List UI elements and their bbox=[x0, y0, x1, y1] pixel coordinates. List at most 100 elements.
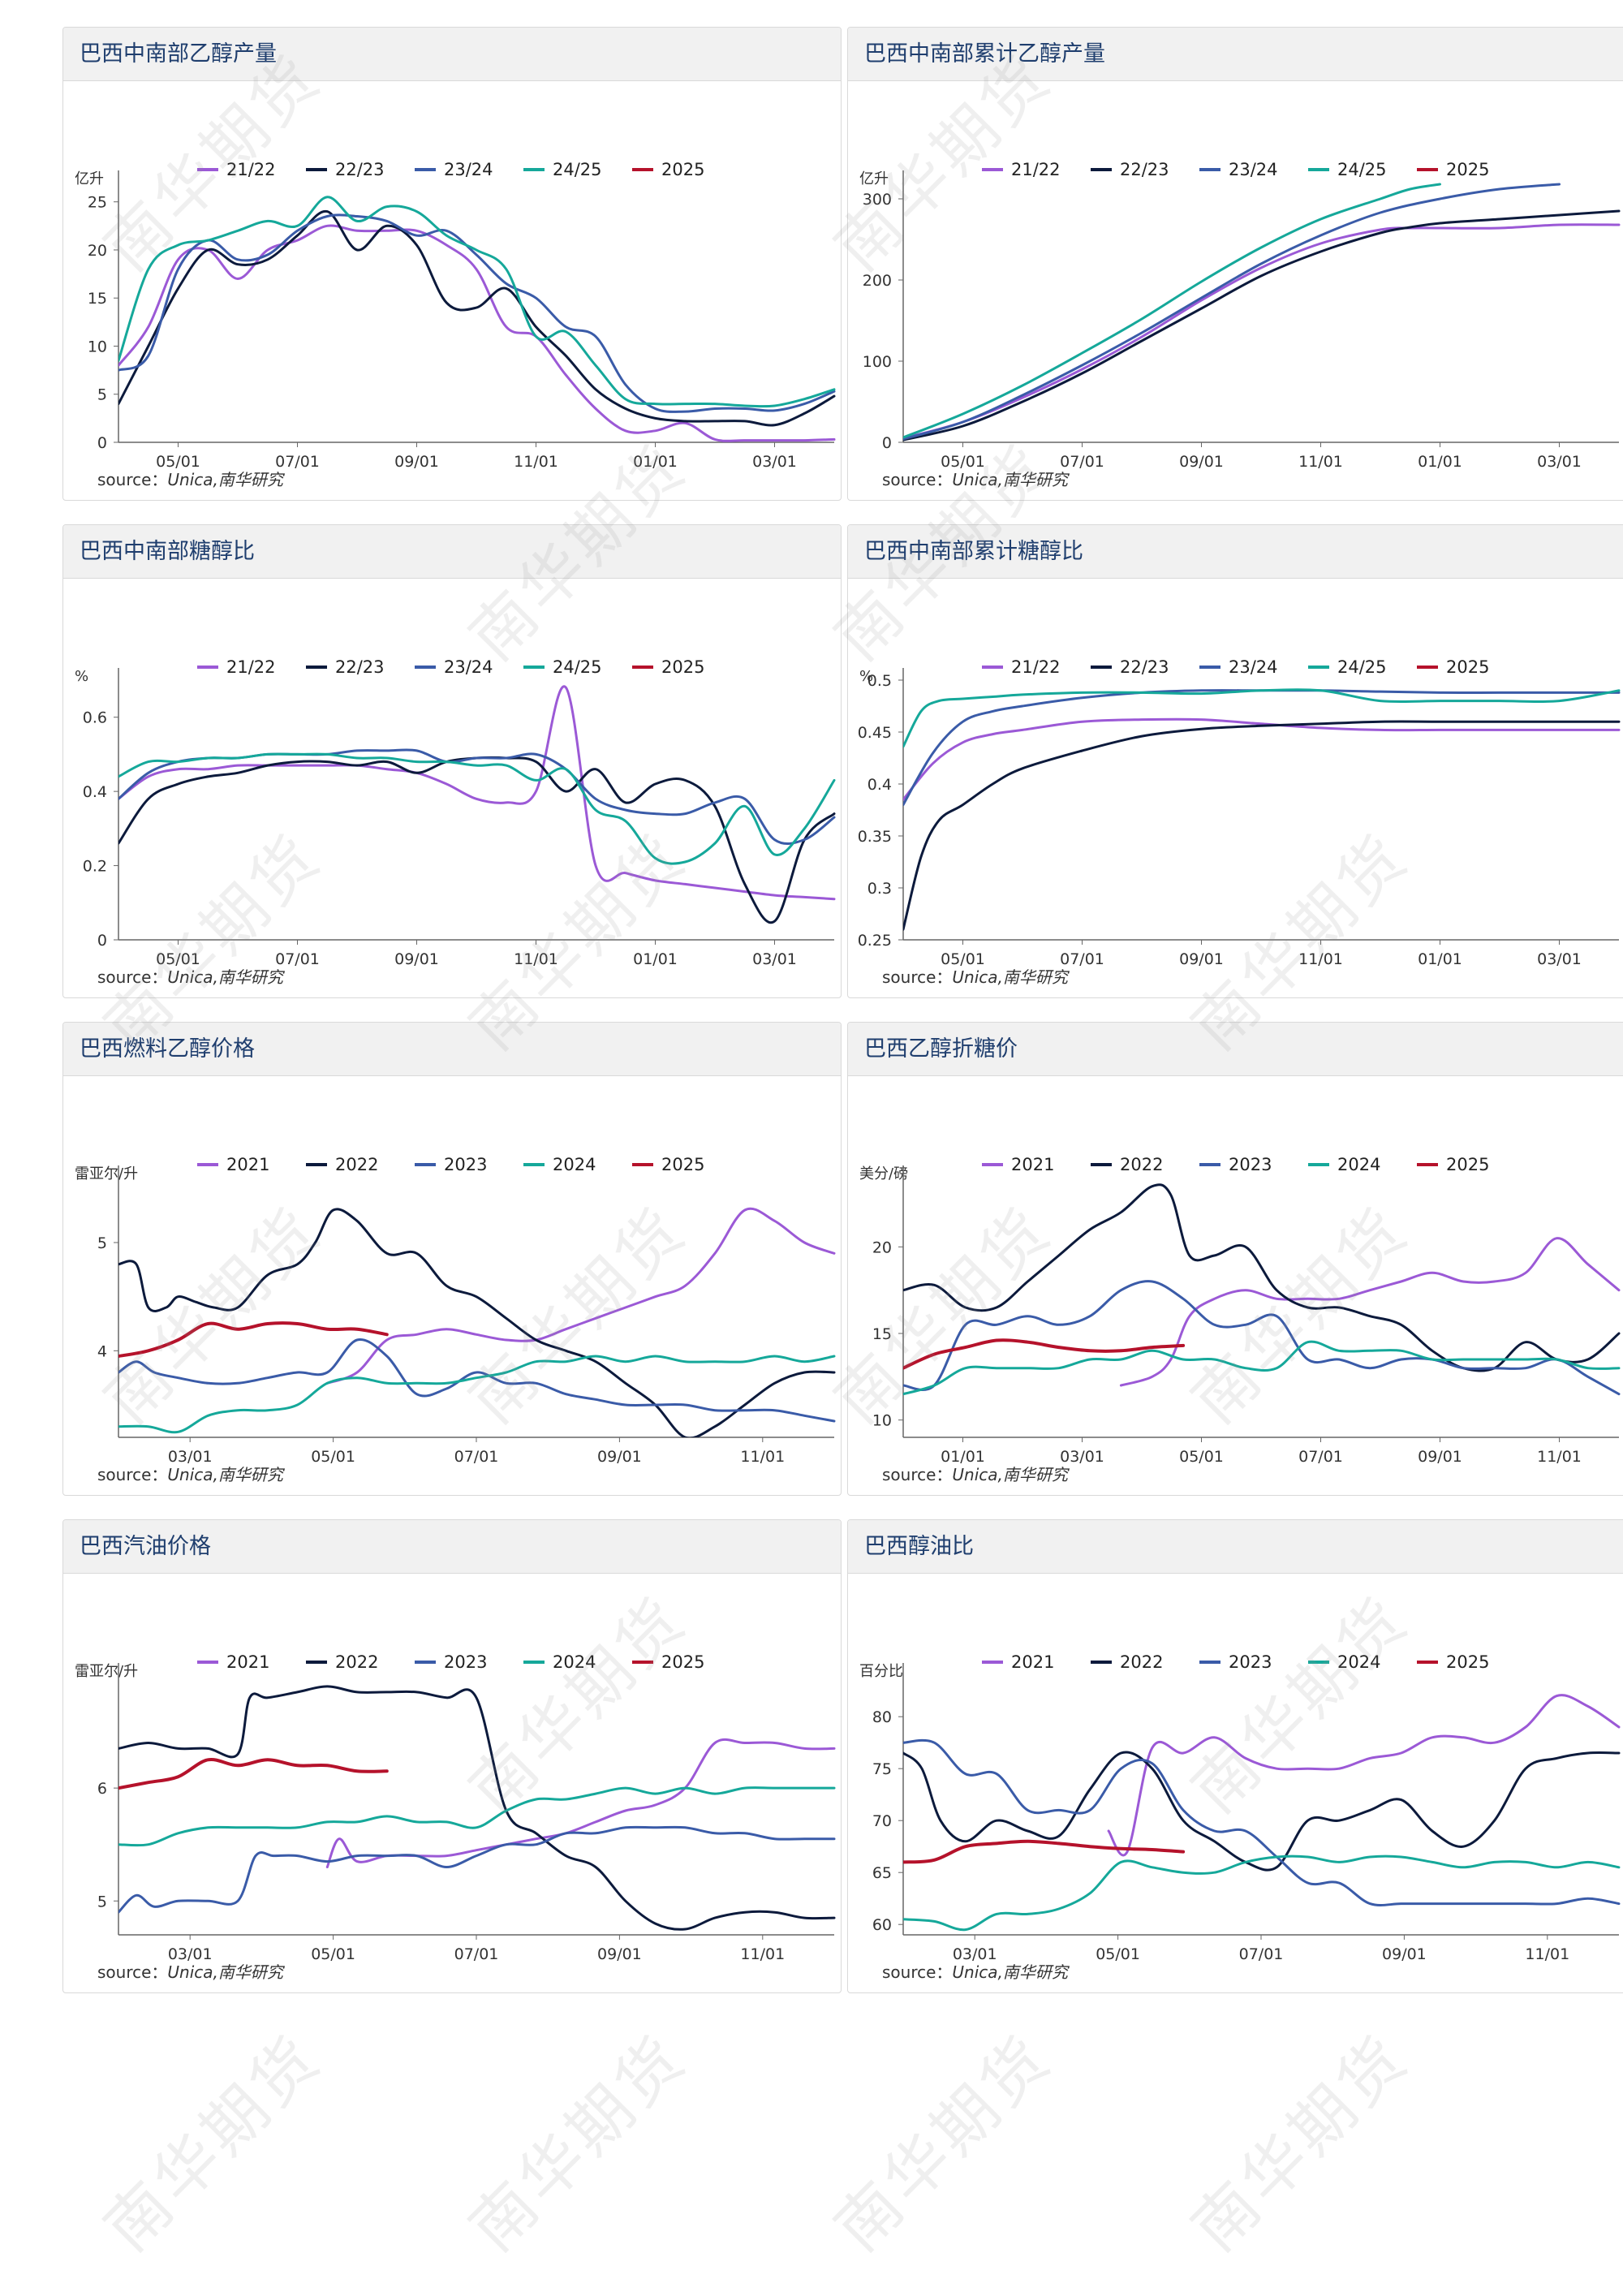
y-tick-label: 0.3 bbox=[867, 880, 892, 898]
x-tick-label: 11/01 bbox=[1298, 453, 1343, 471]
y-unit-label: 亿升 bbox=[75, 170, 104, 187]
y-tick-label: 20 bbox=[88, 242, 107, 260]
x-tick-label: 01/01 bbox=[941, 1448, 985, 1466]
x-tick-label: 11/01 bbox=[1537, 1448, 1582, 1466]
series-line-2023 bbox=[118, 1825, 836, 1914]
y-tick-label: 15 bbox=[88, 290, 107, 308]
y-tick-label: 0.2 bbox=[83, 858, 107, 876]
y-tick-label: 20 bbox=[872, 1238, 892, 1256]
chart-title: 巴西乙醇折糖价 bbox=[848, 1023, 1623, 1076]
y-tick-label: 70 bbox=[872, 1812, 892, 1830]
y-tick-label: 100 bbox=[863, 353, 892, 371]
x-tick-label: 09/01 bbox=[1179, 950, 1224, 968]
series-line-2022 bbox=[118, 1685, 836, 1931]
legend-label: 24/25 bbox=[553, 657, 602, 677]
series-line-2025 bbox=[118, 1757, 389, 1790]
series-line-2025 bbox=[903, 1338, 1186, 1370]
series-line-21-22 bbox=[903, 717, 1621, 801]
chart-svg: % 0.25 0.3 0.35 0.4 0.45 0.5 05/01 07/01 09/01 11/… bbox=[858, 657, 1621, 968]
legend-label: 2025 bbox=[661, 1155, 704, 1174]
y-tick-label: 80 bbox=[872, 1708, 892, 1726]
x-tick-label: 09/01 bbox=[597, 1945, 642, 1963]
chart-panel-cumulative-sugar-ratio: 巴西中南部累计糖醇比 % 0.25 0.3 0.35 0.4 0.45 0.5 05/01 07… bbox=[847, 524, 1623, 998]
x-tick-label: 11/01 bbox=[740, 1448, 785, 1466]
y-tick-label: 200 bbox=[863, 272, 892, 290]
legend-label: 2023 bbox=[444, 1652, 487, 1672]
chart-panel-gasoline-price: 巴西汽油价格 雷亚尔/升 5 6 03/01 05/01 07/01 09/01 11/01 2… bbox=[62, 1519, 842, 1993]
chart-title: 巴西汽油价格 bbox=[63, 1520, 841, 1574]
legend-label: 21/22 bbox=[226, 160, 276, 179]
chart-source: source：Unica,南华研究 bbox=[882, 967, 1068, 987]
y-tick-label: 5 bbox=[97, 1893, 107, 1910]
legend-label: 21/22 bbox=[226, 657, 276, 677]
y-tick-label: 60 bbox=[872, 1916, 892, 1934]
x-tick-label: 05/01 bbox=[1096, 1945, 1140, 1963]
x-tick-label: 09/01 bbox=[1382, 1945, 1427, 1963]
watermark: 南华期货 bbox=[456, 2021, 701, 2266]
y-tick-label: 0 bbox=[882, 434, 892, 452]
x-tick-label: 03/01 bbox=[752, 950, 797, 968]
x-tick-label: 11/01 bbox=[514, 453, 558, 471]
chart-title: 巴西中南部累计糖醇比 bbox=[848, 525, 1623, 579]
legend-label: 2025 bbox=[1446, 160, 1489, 179]
x-tick-label: 03/01 bbox=[1060, 1448, 1104, 1466]
x-tick-label: 03/01 bbox=[1537, 950, 1582, 968]
chart-source: source：Unica,南华研究 bbox=[97, 470, 283, 489]
y-tick-label: 0.45 bbox=[858, 724, 892, 742]
watermark: 南华期货 bbox=[91, 2021, 336, 2266]
legend-label: 2022 bbox=[335, 1652, 378, 1672]
x-tick-label: 05/01 bbox=[311, 1448, 355, 1466]
x-tick-label: 01/01 bbox=[1418, 453, 1462, 471]
y-tick-label: 75 bbox=[872, 1760, 892, 1778]
legend-label: 2022 bbox=[1120, 1155, 1163, 1174]
x-tick-label: 09/01 bbox=[394, 453, 439, 471]
x-tick-label: 07/01 bbox=[275, 453, 320, 471]
series-line-2022 bbox=[903, 1751, 1621, 1872]
legend-label: 2022 bbox=[335, 1155, 378, 1174]
legend-label: 2025 bbox=[661, 160, 704, 179]
chart-panel-ethanol-production: 巴西中南部乙醇产量 亿升 0 5 10 15 20 25 05/01 07/01 09/01 11/… bbox=[62, 27, 842, 501]
y-tick-label: 65 bbox=[872, 1864, 892, 1882]
y-unit-label: 亿升 bbox=[859, 170, 889, 187]
y-tick-label: 25 bbox=[88, 194, 107, 212]
y-tick-label: 0.4 bbox=[867, 776, 892, 794]
x-tick-label: 03/01 bbox=[168, 1448, 213, 1466]
series-line-21-22 bbox=[118, 685, 836, 901]
x-tick-label: 07/01 bbox=[275, 950, 320, 968]
x-tick-label: 01/01 bbox=[633, 950, 678, 968]
y-unit-label: 雷亚尔/升 bbox=[75, 1663, 138, 1680]
y-tick-label: 0.25 bbox=[858, 932, 892, 950]
watermark: 南华期货 bbox=[1178, 2021, 1423, 2266]
series-line-23-24 bbox=[903, 689, 1621, 807]
chart-title: 巴西中南部累计乙醇产量 bbox=[848, 28, 1623, 81]
x-tick-label: 11/01 bbox=[740, 1945, 785, 1963]
x-tick-label: 03/01 bbox=[168, 1945, 213, 1963]
chart-svg: 亿升 0 100 200 300 05/01 07/01 09/01 11/01 01/01 03/… bbox=[859, 160, 1621, 471]
series-line-22-23 bbox=[903, 209, 1621, 442]
y-tick-label: 0 bbox=[97, 932, 107, 950]
x-tick-label: 03/01 bbox=[1537, 453, 1582, 471]
series-line-21-22 bbox=[118, 224, 836, 442]
chart-title: 巴西中南部乙醇产量 bbox=[63, 28, 841, 81]
legend-label: 2025 bbox=[1446, 657, 1489, 677]
chart-source: source：Unica,南华研究 bbox=[97, 967, 283, 987]
series-line-2024 bbox=[118, 1786, 836, 1847]
x-tick-label: 11/01 bbox=[1298, 950, 1343, 968]
chart-svg: % 0 0.2 0.4 0.6 05/01 07/01 09/01 11/01 01/01 03/0… bbox=[75, 657, 836, 968]
legend-label: 2023 bbox=[1229, 1155, 1272, 1174]
x-tick-label: 05/01 bbox=[156, 453, 200, 471]
chart-svg: 百分比 60 65 70 75 80 03/01 05/01 07/01 09/01 11/01 20… bbox=[859, 1652, 1621, 1963]
chart-svg: 雷亚尔/升 5 6 03/01 05/01 07/01 09/01 11/01 2021 2022… bbox=[75, 1652, 836, 1963]
chart-source: source：Unica,南华研究 bbox=[882, 1962, 1068, 1982]
legend-label: 2021 bbox=[226, 1155, 269, 1174]
series-line-2025 bbox=[118, 1321, 389, 1358]
series-line-24-25 bbox=[118, 196, 836, 408]
legend-label: 2025 bbox=[661, 1652, 704, 1672]
x-tick-label: 05/01 bbox=[941, 453, 985, 471]
series-line-2022 bbox=[118, 1208, 836, 1437]
legend-label: 23/24 bbox=[1229, 657, 1278, 677]
legend-label: 23/24 bbox=[444, 160, 493, 179]
legend-label: 23/24 bbox=[1229, 160, 1278, 179]
series-line-2025 bbox=[903, 1839, 1186, 1864]
